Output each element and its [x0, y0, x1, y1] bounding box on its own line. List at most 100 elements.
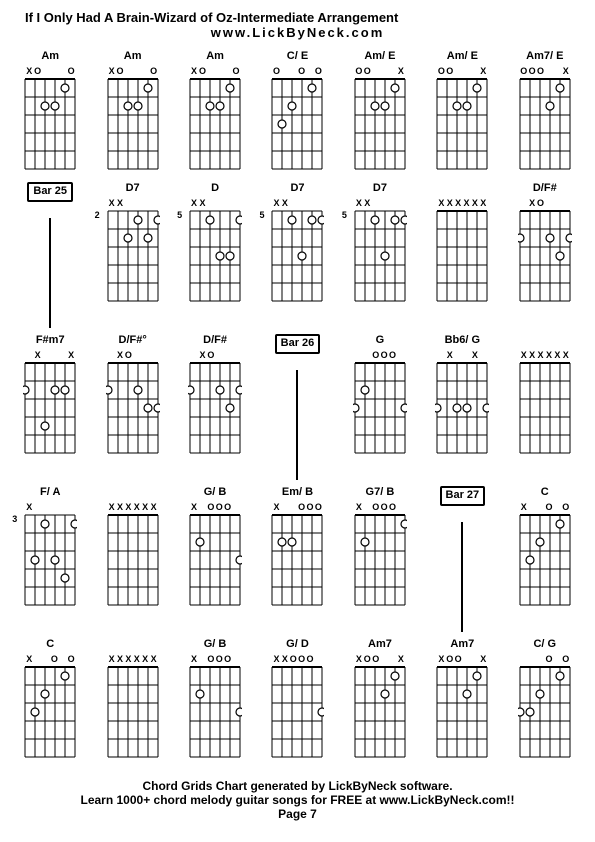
chord-diagram: Em/ B XOOO [258, 486, 336, 632]
open-mute-row: XX [190, 198, 240, 208]
chord-label: G/ B [204, 486, 227, 500]
chord-diagram: G OOO [341, 334, 419, 480]
chord-diagram: XXXXXX [94, 486, 172, 632]
fretboard-diagram: XXOOO [262, 654, 332, 764]
fret-position: 5 [259, 210, 264, 220]
chord-label: Em/ B [282, 486, 313, 500]
chord-label: C [46, 638, 54, 652]
open-mute-row: XOO [520, 502, 570, 512]
open-mute-row: OOO [272, 66, 322, 76]
chord-diagram: AmXOO [94, 50, 172, 176]
bar-line [296, 370, 298, 480]
open-mute-row: XO [108, 350, 158, 360]
open-mute-row: XX [108, 198, 158, 208]
fretboard-diagram: XX 5 [180, 198, 250, 308]
open-mute-row: OOX [437, 66, 487, 76]
open-mute-row: XXXXXX [108, 502, 158, 512]
fretboard-diagram: XX [15, 350, 85, 460]
chord-label: Am [124, 50, 142, 64]
bar-line [461, 522, 463, 632]
chord-diagram: C XOO [11, 638, 89, 764]
open-mute-row: XX [355, 198, 405, 208]
fretboard-diagram: XXXXXX [98, 654, 168, 764]
fretboard-diagram: XX 5 [262, 198, 332, 308]
chord-label: Am7 [368, 638, 392, 652]
fretboard-diagram: XOOX [345, 654, 415, 764]
footer: Chord Grids Chart generated by LickByNec… [0, 779, 595, 821]
chord-label: C/ E [287, 50, 308, 64]
chord-diagram: C/ GOO [506, 638, 584, 764]
fretboard-diagram: XOOO [180, 654, 250, 764]
fretboard-diagram: XXXXXX [98, 502, 168, 612]
fret-position: 3 [12, 514, 17, 524]
chord-diagram: Am7/ E OOOX [506, 50, 584, 176]
chord-diagram: D7 XX 2 [94, 182, 172, 328]
fretboard-diagram: XOOX [427, 654, 497, 764]
chord-label: Am7 [450, 638, 474, 652]
fretboard-diagram: XOOO [262, 502, 332, 612]
page-title: If I Only Had A Brain-Wizard of Oz-Inter… [25, 10, 595, 25]
fretboard-diagram: XO [510, 198, 580, 308]
chord-label: Bar 27 [440, 486, 486, 506]
fretboard-diagram: OOX [427, 66, 497, 176]
footer-line-1: Chord Grids Chart generated by LickByNec… [0, 779, 595, 793]
open-mute-row: XOOX [355, 654, 405, 664]
open-mute-row: XOO [25, 66, 75, 76]
footer-page: Page 7 [0, 807, 595, 821]
chord-label: D/F# [533, 182, 557, 196]
open-mute-row: XOO [25, 654, 75, 664]
open-mute-row: XOOO [272, 502, 322, 512]
chord-diagram: Bb6/ G XX [423, 334, 501, 480]
open-mute-row: XXXXXX [520, 350, 570, 360]
chord-diagram: G/ D XXOOO [258, 638, 336, 764]
chord-label: G/ B [204, 638, 227, 652]
fretboard-diagram: XOO [15, 654, 85, 764]
chord-diagram: D/F#° XO [94, 334, 172, 480]
chord-label: D7 [290, 182, 304, 196]
chord-label: Bb6/ G [445, 334, 480, 348]
chord-label: G7/ B [366, 486, 395, 500]
fretboard-diagram: XO [98, 350, 168, 460]
chord-diagram: Am7 XOOX [341, 638, 419, 764]
fretboard-diagram: XOOO [180, 502, 250, 612]
chord-diagram: F/ AX3 [11, 486, 89, 632]
open-mute-row: XOOO [190, 502, 240, 512]
open-mute-row: OOOX [520, 66, 570, 76]
chord-label: C [541, 486, 549, 500]
open-mute-row: XO [520, 198, 570, 208]
chord-label: Am7/ E [526, 50, 563, 64]
fretboard-diagram: OOX [345, 66, 415, 176]
chord-label: G [376, 334, 385, 348]
open-mute-row: X [25, 502, 75, 512]
chord-label: Bar 26 [275, 334, 321, 354]
open-mute-row: XXXXXX [108, 654, 158, 664]
fretboard-diagram: XX [427, 350, 497, 460]
open-mute-row: OOO [355, 350, 405, 360]
fret-position: 5 [177, 210, 182, 220]
open-mute-row: XOOO [355, 502, 405, 512]
chord-diagram: C/ E OOO [258, 50, 336, 176]
chord-label: Am/ E [364, 50, 395, 64]
chord-label: D7 [126, 182, 140, 196]
chord-label: D/F#° [119, 334, 147, 348]
chord-label: G/ D [286, 638, 309, 652]
fretboard-diagram: XX 2 [98, 198, 168, 308]
chord-diagram: D7 XX 5 [258, 182, 336, 328]
fret-position: 2 [95, 210, 100, 220]
chord-diagram: G7/ B XOOO [341, 486, 419, 632]
fretboard-diagram: XOO [15, 66, 85, 176]
open-mute-row: XO [190, 350, 240, 360]
chord-label: Am/ E [447, 50, 478, 64]
chord-diagram: Am7 XOOX [423, 638, 501, 764]
chord-diagram: XXXXXX [506, 334, 584, 480]
fretboard-diagram: OOO [345, 350, 415, 460]
chord-diagram: D7XX5 [341, 182, 419, 328]
fretboard-diagram: XOO [510, 502, 580, 612]
open-mute-row: XX [25, 350, 75, 360]
chord-label: F#m7 [36, 334, 65, 348]
open-mute-row: XX [272, 198, 322, 208]
open-mute-row: OO [520, 654, 570, 664]
fretboard-diagram: X3 [15, 502, 85, 612]
fretboard-diagram: XXXXXX [510, 350, 580, 460]
fretboard-diagram: OOO [262, 66, 332, 176]
